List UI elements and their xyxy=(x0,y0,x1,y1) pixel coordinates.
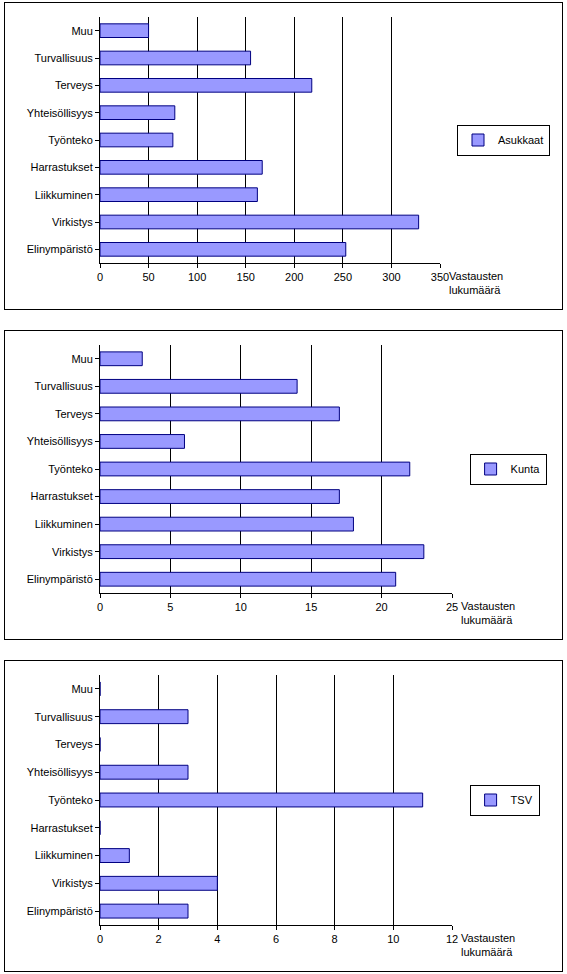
svg-text:Työnteko: Työnteko xyxy=(48,134,93,146)
svg-text:Asukkaat: Asukkaat xyxy=(498,134,543,146)
svg-text:Elinympäristö: Elinympäristö xyxy=(27,243,93,255)
svg-text:10: 10 xyxy=(387,933,399,945)
svg-text:Turvallisuus: Turvallisuus xyxy=(35,711,94,723)
svg-text:Liikkuminen: Liikkuminen xyxy=(35,518,93,530)
svg-text:Yhteisöllisyys: Yhteisöllisyys xyxy=(27,435,94,447)
svg-text:0: 0 xyxy=(97,601,103,613)
svg-text:Vastaustenlukumäärä: Vastaustenlukumäärä xyxy=(461,932,515,958)
svg-text:Virkistys: Virkistys xyxy=(52,216,93,228)
svg-text:Työnteko: Työnteko xyxy=(48,463,93,475)
svg-text:Terveys: Terveys xyxy=(55,738,93,750)
svg-text:Turvallisuus: Turvallisuus xyxy=(35,380,94,392)
svg-text:Elinympäristö: Elinympäristö xyxy=(27,573,93,585)
svg-text:Harrastukset: Harrastukset xyxy=(30,822,92,834)
svg-text:200: 200 xyxy=(285,271,303,283)
svg-text:6: 6 xyxy=(273,933,279,945)
svg-text:15: 15 xyxy=(305,601,317,613)
svg-text:Elinympäristö: Elinympäristö xyxy=(27,905,93,917)
svg-text:20: 20 xyxy=(375,601,387,613)
svg-text:50: 50 xyxy=(142,271,154,283)
svg-text:Vastaustenlukumäärä: Vastaustenlukumäärä xyxy=(461,600,515,626)
svg-text:350: 350 xyxy=(431,271,449,283)
svg-text:Kunta: Kunta xyxy=(511,463,541,475)
svg-text:Muu: Muu xyxy=(71,25,92,37)
svg-text:Virkistys: Virkistys xyxy=(52,546,93,558)
svg-text:Terveys: Terveys xyxy=(55,408,93,420)
svg-text:TSV: TSV xyxy=(511,794,533,806)
svg-text:10: 10 xyxy=(235,601,247,613)
svg-text:8: 8 xyxy=(332,933,338,945)
svg-text:12: 12 xyxy=(446,933,458,945)
svg-text:Turvallisuus: Turvallisuus xyxy=(35,52,94,64)
svg-text:100: 100 xyxy=(188,271,206,283)
svg-text:Yhteisöllisyys: Yhteisöllisyys xyxy=(27,766,94,778)
svg-text:300: 300 xyxy=(382,271,400,283)
svg-text:0: 0 xyxy=(97,933,103,945)
svg-text:Muu: Muu xyxy=(71,353,92,365)
svg-text:250: 250 xyxy=(334,271,352,283)
svg-text:Terveys: Terveys xyxy=(55,79,93,91)
svg-text:Yhteisöllisyys: Yhteisöllisyys xyxy=(27,107,94,119)
svg-text:Liikkuminen: Liikkuminen xyxy=(35,849,93,861)
svg-text:Vastaustenlukumäärä: Vastaustenlukumäärä xyxy=(449,270,503,296)
svg-text:0: 0 xyxy=(97,271,103,283)
svg-text:Harrastukset: Harrastukset xyxy=(30,161,92,173)
svg-text:2: 2 xyxy=(156,933,162,945)
svg-text:5: 5 xyxy=(167,601,173,613)
svg-text:25: 25 xyxy=(446,601,458,613)
svg-text:150: 150 xyxy=(237,271,255,283)
svg-text:4: 4 xyxy=(214,933,220,945)
svg-text:Harrastukset: Harrastukset xyxy=(30,490,92,502)
svg-text:Liikkuminen: Liikkuminen xyxy=(35,189,93,201)
svg-text:Virkistys: Virkistys xyxy=(52,877,93,889)
svg-text:Työnteko: Työnteko xyxy=(48,794,93,806)
svg-text:Muu: Muu xyxy=(71,683,92,695)
